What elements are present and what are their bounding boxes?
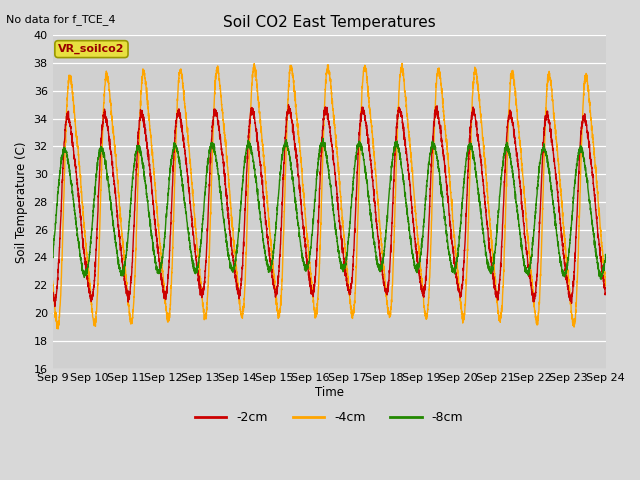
Text: No data for f_TCE_4: No data for f_TCE_4 (6, 14, 116, 25)
Y-axis label: Soil Temperature (C): Soil Temperature (C) (15, 141, 28, 263)
X-axis label: Time: Time (315, 386, 344, 399)
Title: Soil CO2 East Temperatures: Soil CO2 East Temperatures (223, 15, 436, 30)
Legend: -2cm, -4cm, -8cm: -2cm, -4cm, -8cm (190, 406, 468, 429)
Text: VR_soilco2: VR_soilco2 (58, 44, 125, 54)
